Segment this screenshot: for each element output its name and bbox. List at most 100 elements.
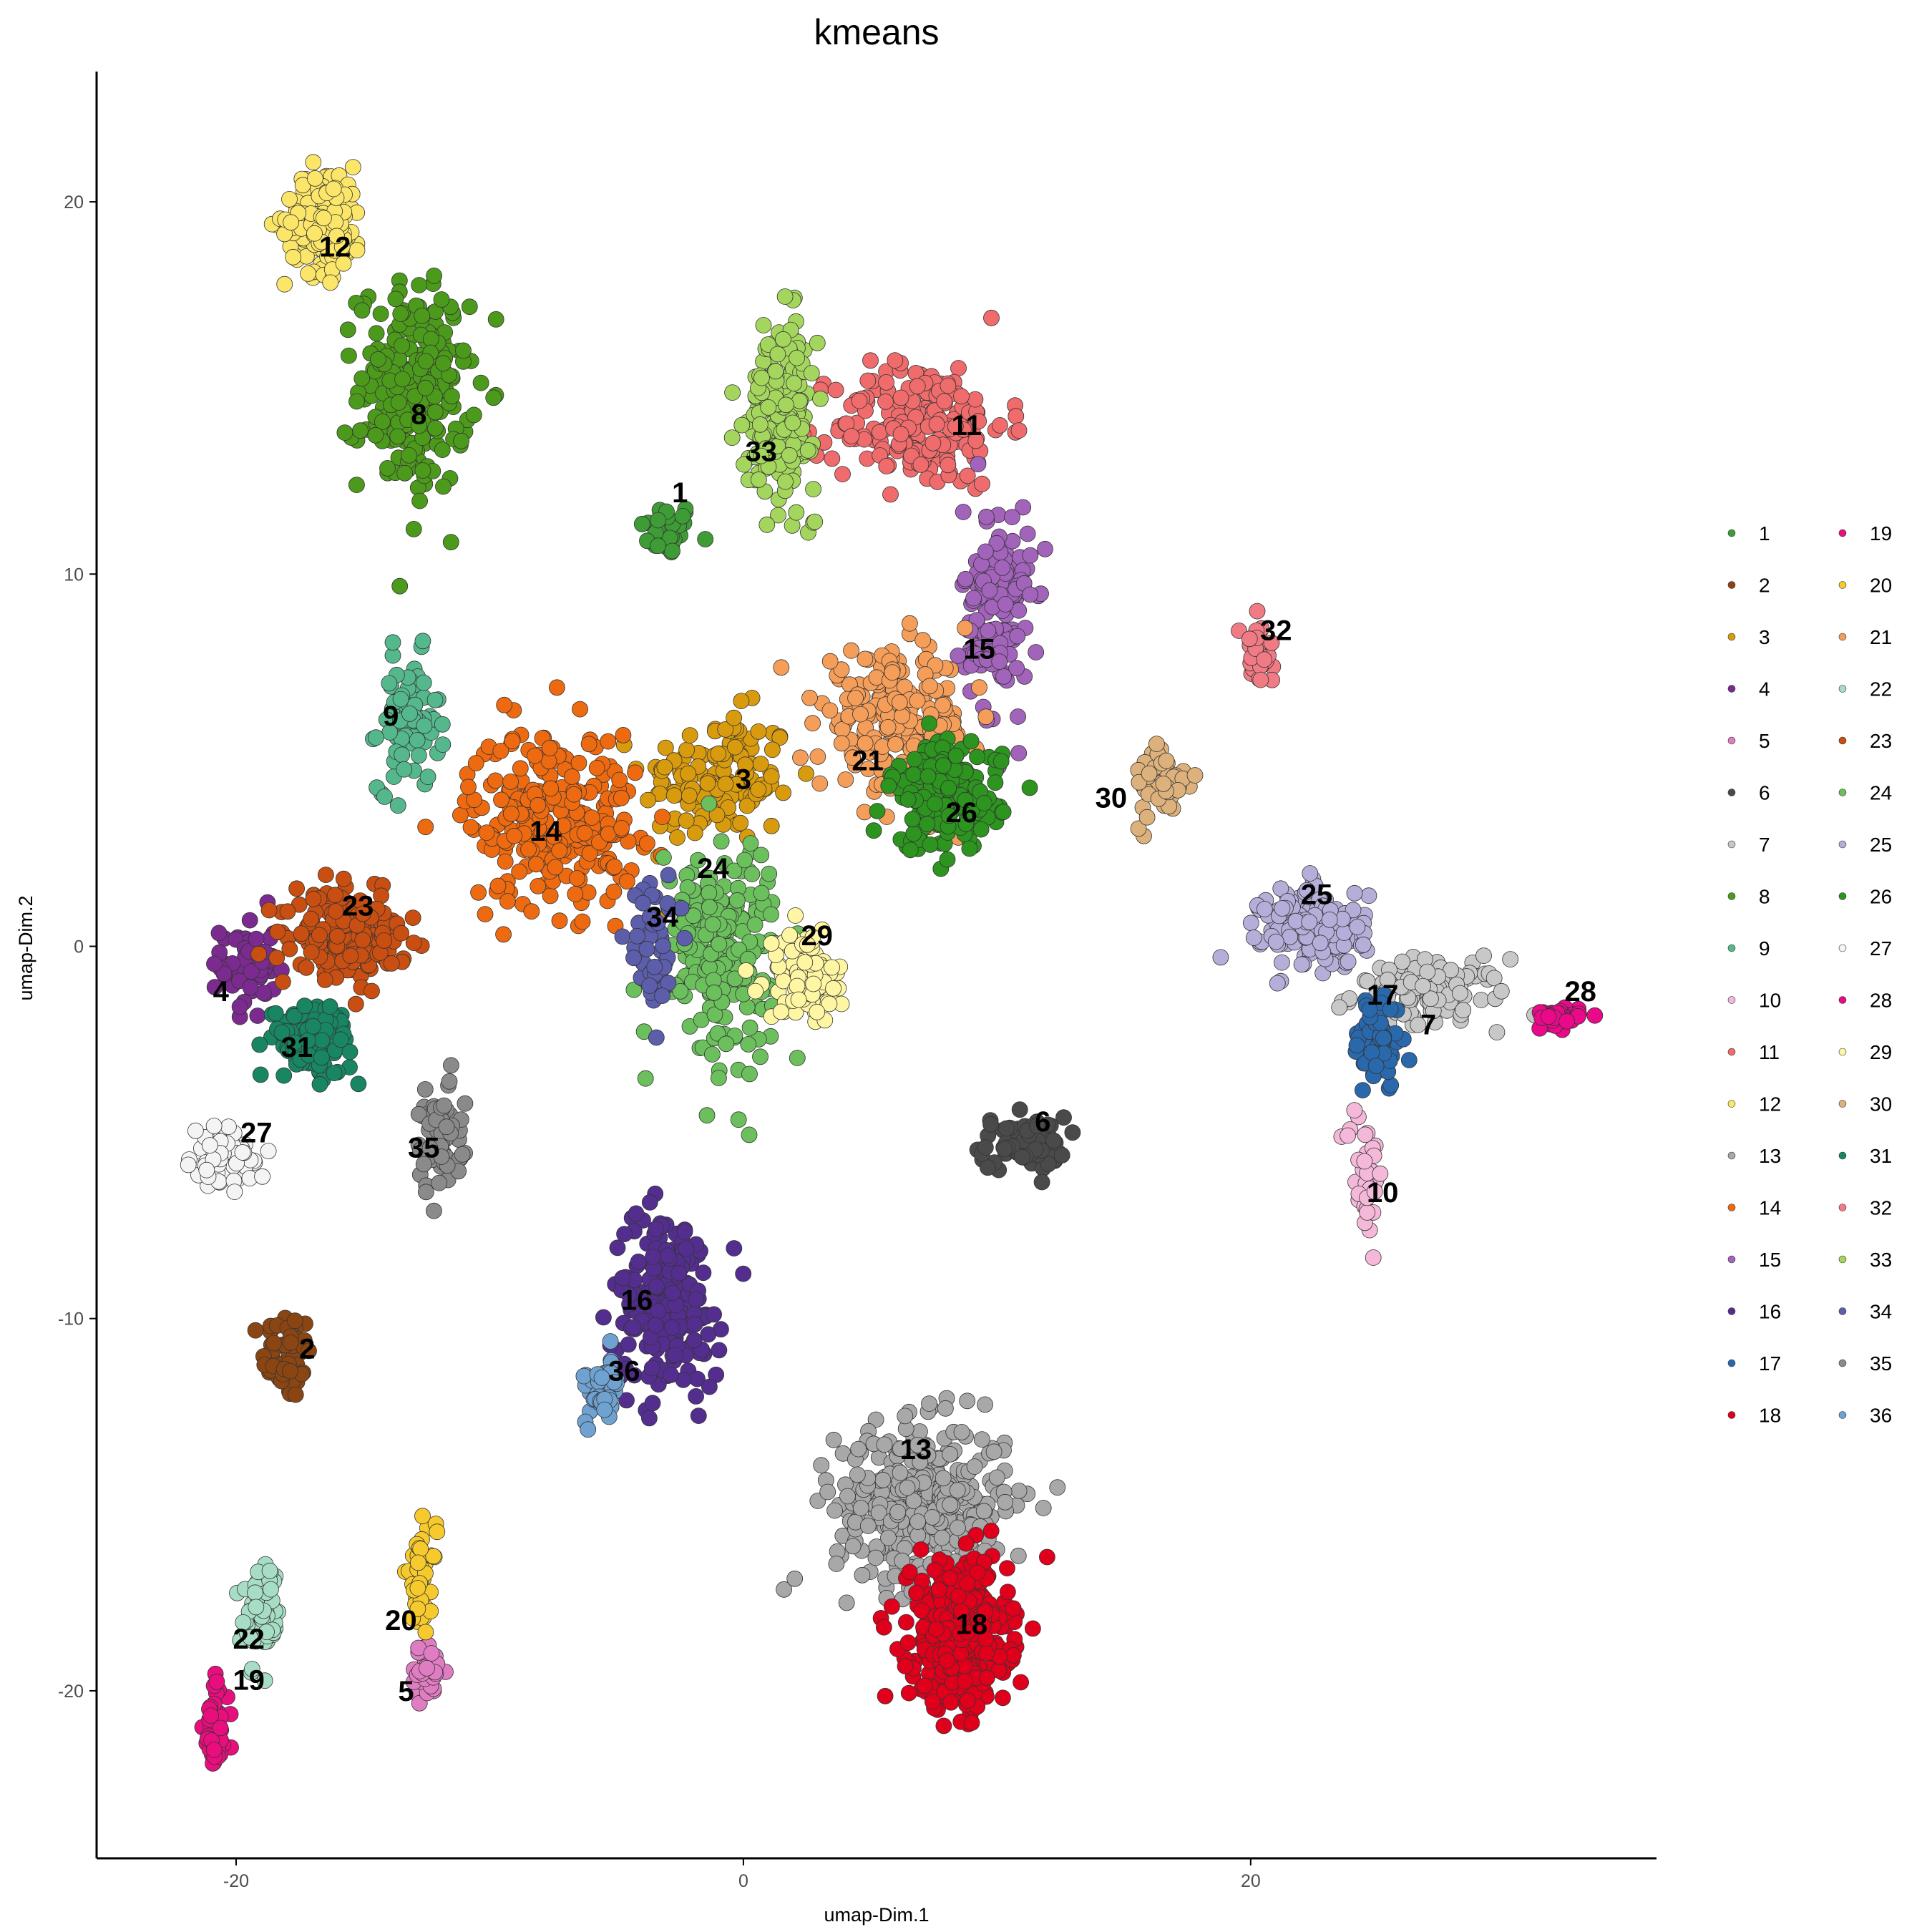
cluster-label: 6 xyxy=(1035,1106,1050,1138)
data-point xyxy=(701,884,718,902)
data-point xyxy=(394,371,411,388)
legend-label: 14 xyxy=(1759,1197,1781,1219)
data-point xyxy=(648,1221,665,1237)
data-point xyxy=(718,1035,735,1053)
data-point xyxy=(880,1529,897,1546)
data-point xyxy=(761,865,778,882)
data-point xyxy=(569,870,585,887)
data-point xyxy=(452,806,469,824)
data-point xyxy=(738,962,754,979)
data-point xyxy=(959,1575,976,1592)
x-tick-label: 20 xyxy=(1241,1871,1261,1891)
data-point xyxy=(389,797,406,814)
legend-item-32: 32 xyxy=(1838,1197,1892,1219)
data-point xyxy=(1037,540,1053,557)
data-point xyxy=(660,867,677,884)
legend-item-24: 24 xyxy=(1838,782,1892,804)
legend-item-2: 2 xyxy=(1727,575,1770,597)
data-point xyxy=(596,1401,613,1418)
data-point xyxy=(891,694,908,711)
data-point xyxy=(809,1003,826,1020)
data-point xyxy=(909,1513,926,1530)
legend-label: 16 xyxy=(1759,1301,1781,1323)
data-point xyxy=(401,447,417,464)
data-point xyxy=(226,1184,243,1200)
data-point xyxy=(628,1205,645,1222)
legend-item-21: 21 xyxy=(1838,626,1892,648)
data-point xyxy=(434,441,451,458)
data-point xyxy=(927,795,943,812)
legend-key xyxy=(1838,685,1847,693)
data-point xyxy=(616,1226,633,1242)
data-point xyxy=(247,1322,264,1339)
data-point xyxy=(922,678,938,695)
legend-item-33: 33 xyxy=(1838,1249,1892,1271)
data-point xyxy=(305,154,322,171)
data-point xyxy=(641,977,658,994)
legend-item-9: 9 xyxy=(1727,937,1770,960)
data-point xyxy=(850,1440,867,1458)
cluster-label: 9 xyxy=(383,701,399,732)
data-point xyxy=(772,1003,789,1020)
data-point xyxy=(249,1008,266,1024)
data-point xyxy=(892,389,909,406)
data-point xyxy=(892,426,909,443)
data-point xyxy=(875,1619,892,1636)
legend-item-18: 18 xyxy=(1727,1405,1781,1427)
data-point xyxy=(434,716,451,733)
data-point xyxy=(775,784,791,801)
data-point xyxy=(940,779,957,796)
legend-key xyxy=(1838,789,1847,796)
data-point xyxy=(417,379,434,396)
data-point xyxy=(549,679,565,696)
data-point xyxy=(898,1614,914,1631)
data-point xyxy=(281,190,298,208)
data-point xyxy=(1488,1024,1506,1040)
legend-label: 30 xyxy=(1870,1093,1892,1116)
data-point xyxy=(454,1146,471,1163)
data-point xyxy=(701,795,718,812)
data-point xyxy=(798,765,814,782)
data-point xyxy=(710,745,727,762)
y-tick-label: 0 xyxy=(74,937,84,957)
data-point xyxy=(625,950,642,967)
data-point xyxy=(747,982,764,1000)
data-point xyxy=(961,840,978,857)
data-point xyxy=(669,829,686,846)
legend-label: 13 xyxy=(1759,1145,1781,1167)
data-point xyxy=(790,991,807,1008)
data-point xyxy=(248,1599,265,1616)
data-point xyxy=(602,1333,619,1350)
data-point xyxy=(819,1483,836,1501)
data-point xyxy=(1423,990,1439,1008)
cluster-label: 34 xyxy=(646,902,678,933)
data-point xyxy=(588,759,605,776)
data-point xyxy=(348,393,365,410)
data-point xyxy=(1360,887,1377,904)
data-point xyxy=(825,980,841,997)
data-point xyxy=(978,508,995,525)
data-point xyxy=(919,768,937,785)
legend-key xyxy=(1838,1411,1847,1419)
data-point xyxy=(975,1503,992,1520)
legend-item-19: 19 xyxy=(1838,522,1892,545)
legend-label: 28 xyxy=(1870,990,1892,1012)
data-point xyxy=(1013,1674,1029,1691)
data-point xyxy=(996,1141,1013,1157)
legend-label: 34 xyxy=(1870,1301,1892,1323)
legend-key xyxy=(1727,685,1736,693)
data-point xyxy=(887,736,904,753)
data-point xyxy=(786,375,802,391)
legend-item-16: 16 xyxy=(1727,1301,1781,1323)
data-point xyxy=(686,1316,703,1333)
legend-key xyxy=(1727,996,1736,1004)
data-point xyxy=(576,824,593,841)
data-point xyxy=(433,291,450,308)
data-point xyxy=(208,1673,225,1690)
data-point xyxy=(641,1410,658,1427)
data-point xyxy=(1340,1127,1356,1144)
data-point xyxy=(409,1580,426,1596)
data-point xyxy=(826,1502,843,1519)
data-point xyxy=(812,390,829,407)
data-point xyxy=(327,887,343,904)
